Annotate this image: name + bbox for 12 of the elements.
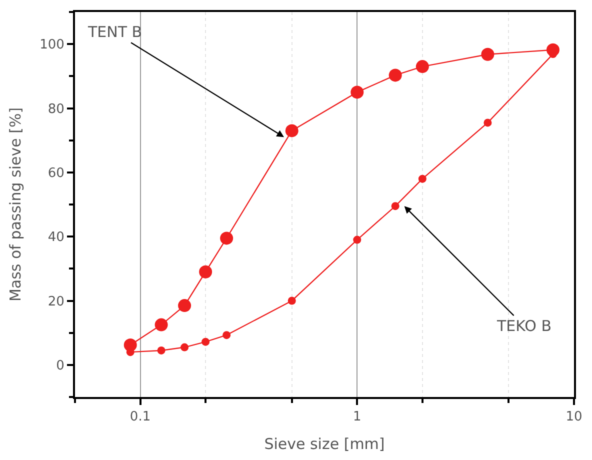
x-tick-label: 10 (566, 410, 582, 425)
y-tick-label: 100 (40, 38, 64, 53)
y-tick-label: 80 (48, 102, 64, 117)
y-tick-label: 40 (48, 230, 64, 246)
annotation: TEKO B (496, 317, 552, 335)
y-axis-title: Mass of passing sieve [%] (6, 107, 24, 302)
x-tick-label: 1 (353, 410, 362, 425)
x-tick-label: 0.1 (130, 410, 151, 425)
x-axis-title: Sieve size [mm] (264, 435, 385, 454)
y-tick-label: 0 (56, 358, 64, 374)
y-tick-label: 20 (48, 294, 64, 310)
y-tick-label: 60 (48, 166, 64, 181)
